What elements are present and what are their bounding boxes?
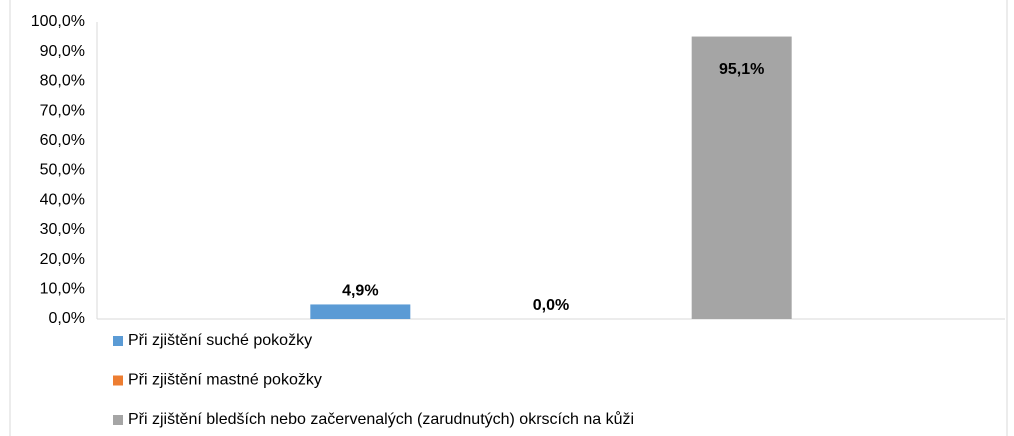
data-label: 4,9%	[342, 283, 378, 300]
bar	[691, 36, 792, 319]
legend-swatch	[113, 375, 123, 386]
legend-label: Při zjištění bledších nebo začervenalých…	[128, 410, 634, 428]
legend-label: Při zjištění suché pokožky	[128, 332, 312, 349]
y-tick-label: 30,0%	[40, 221, 85, 238]
y-tick-label: 70,0%	[40, 102, 85, 119]
data-label: 95,1%	[719, 61, 764, 78]
y-tick-label: 90,0%	[40, 43, 85, 60]
y-tick-label: 10,0%	[40, 281, 85, 298]
legend-label: Při zjištění mastné pokožky	[128, 372, 322, 389]
y-tick-label: 40,0%	[40, 191, 85, 208]
y-tick-label: 0,0%	[49, 310, 85, 327]
bar	[310, 304, 411, 319]
legend-swatch	[113, 336, 123, 346]
legend-swatch	[113, 415, 123, 425]
y-tick-label: 20,0%	[40, 251, 85, 268]
y-tick-label: 50,0%	[40, 162, 85, 179]
y-tick-label: 100,0%	[31, 13, 85, 30]
y-tick-label: 60,0%	[40, 132, 85, 149]
y-tick-label: 80,0%	[40, 73, 85, 90]
data-label: 0,0%	[533, 297, 569, 314]
